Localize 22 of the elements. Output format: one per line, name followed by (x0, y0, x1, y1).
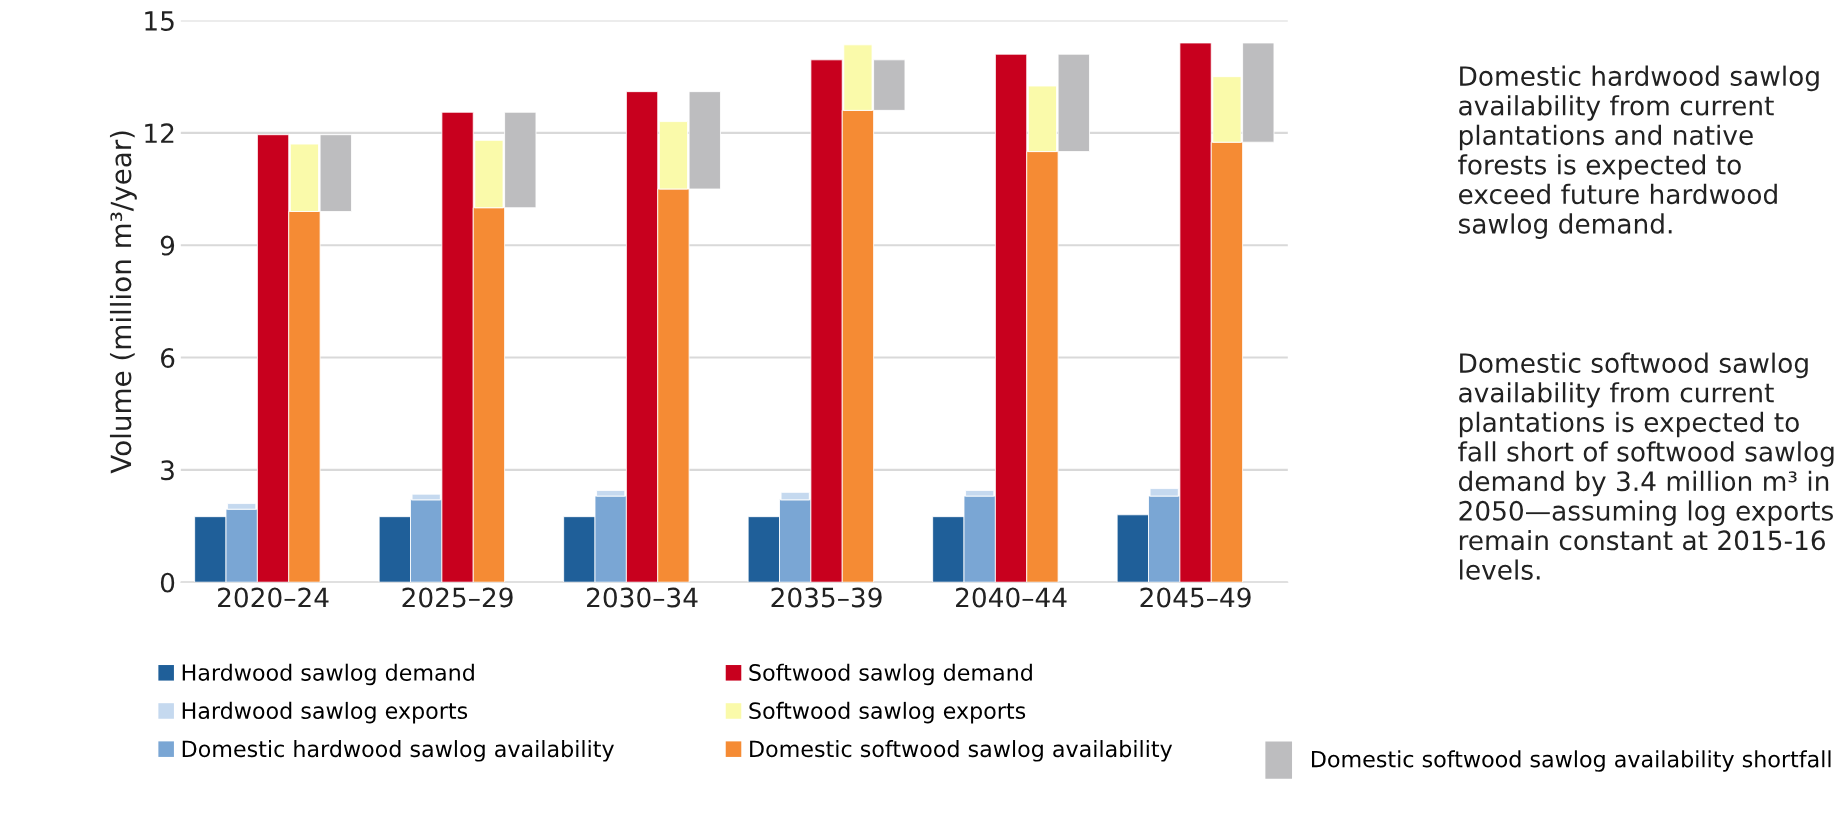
x-tick-label: 2035–39 (771, 587, 882, 608)
x-tick-label: 2030–34 (587, 587, 698, 608)
x-tick-label: 2040–44 (956, 587, 1067, 608)
legend-label: Domestic softwood sawlog availability shortfall (1312, 750, 1831, 772)
y-tick-label: 3 (161, 460, 174, 481)
legend-label: Softwood sawlog demand (749, 663, 1032, 686)
y-axis-title: Volume (million m³/year) (109, 131, 137, 474)
x-tick-label: 2045–49 (1140, 587, 1251, 608)
y-tick-label: 15 (145, 11, 174, 31)
y-tick-label: 6 (161, 347, 175, 368)
legend-label: Domestic softwood sawlog availability (750, 740, 1173, 762)
y-tick-label: 12 (145, 123, 174, 143)
text: Domestic softwood sawlog availability from current plantations is expected to fall short of softwood sawlog demand by 3.4 million m³ in 2050—assuming log exports remain constant at 2015-16 levels. (1458, 352, 1834, 580)
x-tick-label: 2025–29 (402, 587, 513, 608)
legend-label: Domestic hardwood sawlog availability (182, 740, 614, 762)
text: Domestic hardwood sawlog availability from current plantations and native forests is expected to exceed future hardwood sawlog demand. (1458, 65, 1819, 239)
legend-label: Hardwood sawlog demand (182, 663, 474, 686)
y-tick-label: 0 (160, 572, 175, 593)
legend-label: Hardwood sawlog exports (182, 701, 468, 724)
y-tick-label: 9 (160, 235, 175, 256)
x-tick-label: 2020–24 (218, 587, 329, 608)
legend-label: Softwood sawlog exports (749, 701, 1026, 724)
